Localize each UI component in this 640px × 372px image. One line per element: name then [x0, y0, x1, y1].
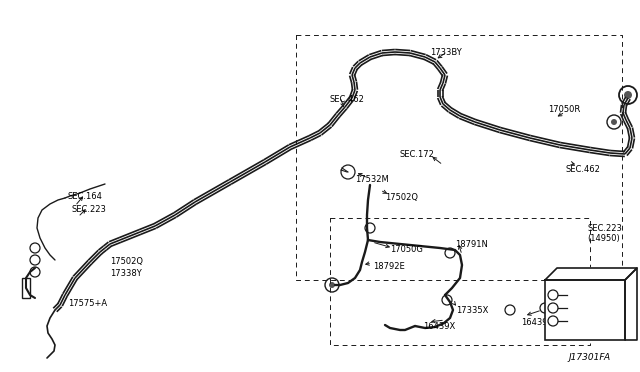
Circle shape — [611, 119, 617, 125]
Circle shape — [624, 91, 632, 99]
Polygon shape — [625, 268, 637, 340]
Text: SEC.172: SEC.172 — [400, 150, 435, 159]
Text: 17532M: 17532M — [355, 175, 388, 184]
Text: (14950): (14950) — [587, 234, 620, 243]
Text: 18792E: 18792E — [373, 262, 404, 271]
Text: 16439X: 16439X — [423, 322, 455, 331]
Text: 17502Q: 17502Q — [110, 257, 143, 266]
Text: SEC.462: SEC.462 — [565, 165, 600, 174]
Text: J17301FA: J17301FA — [568, 353, 610, 362]
Text: SEC.164: SEC.164 — [68, 192, 103, 201]
Text: 1733BY: 1733BY — [430, 48, 461, 57]
Bar — [22, 278, 30, 298]
Text: 18791N: 18791N — [455, 240, 488, 249]
Bar — [545, 280, 625, 340]
Text: SEC.223: SEC.223 — [587, 224, 622, 233]
Text: SEC.223: SEC.223 — [72, 205, 107, 214]
Text: 16439X: 16439X — [521, 318, 553, 327]
Text: SEC.462: SEC.462 — [330, 95, 365, 104]
Text: 17335X: 17335X — [456, 306, 488, 315]
Text: 17050R: 17050R — [548, 105, 580, 114]
Text: 17338Y: 17338Y — [110, 269, 141, 278]
Circle shape — [329, 282, 335, 288]
Text: 17502Q: 17502Q — [385, 193, 418, 202]
Text: 17050G: 17050G — [390, 245, 423, 254]
Polygon shape — [545, 268, 637, 280]
Text: 17575+A: 17575+A — [68, 299, 107, 308]
